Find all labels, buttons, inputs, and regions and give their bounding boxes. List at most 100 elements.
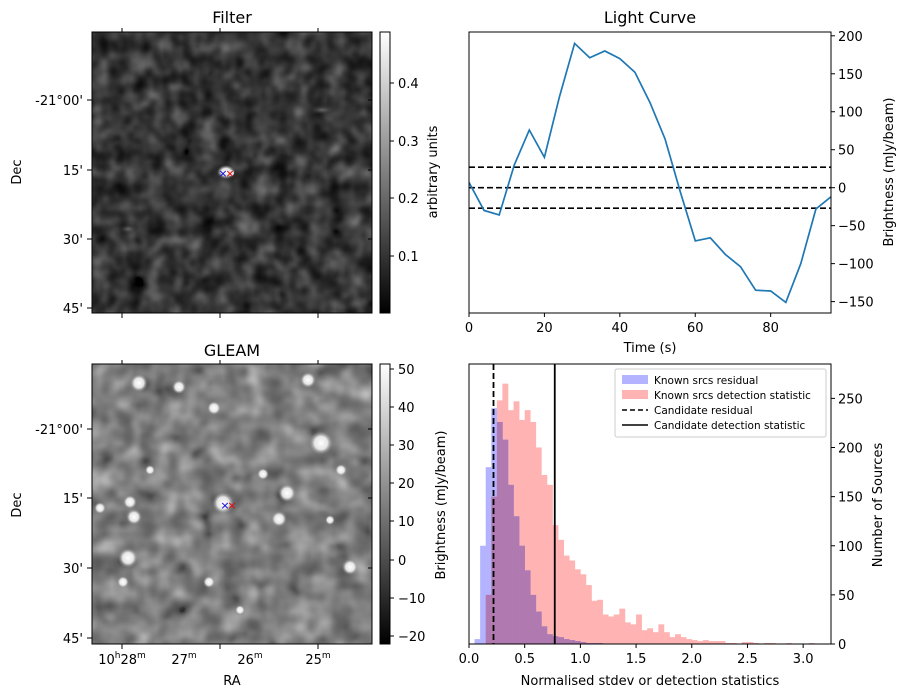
hist-bar-s1-32: [647, 628, 654, 644]
hist-xtick-5: 2.5: [737, 652, 758, 667]
gleam-xlabel: RA: [223, 674, 241, 689]
lc-ylabel: Brightness (mJy/beam): [882, 98, 897, 247]
hist-bar-s1-9: [519, 420, 525, 644]
hist-ytick-1: 200: [838, 442, 863, 457]
legend-label-candidate-residual: Candidate residual: [654, 405, 753, 417]
gleam-cb-tick-3: 20: [398, 477, 415, 492]
histogram-panel: 0.0 0.5 1.0 1.5 2.0 2.5 3.0 250 200 150 100 50 0 Nor…: [459, 363, 886, 689]
lc-frame: [468, 31, 832, 314]
gleam-cb-label: Brightness (mJy/beam): [434, 431, 449, 580]
hist-ytick-4: 50: [838, 589, 855, 604]
hist-bar-s1-50: [747, 642, 754, 644]
lc-ytick-4: 0: [838, 182, 846, 197]
legend-swatch-known-detection: [622, 390, 648, 399]
gleam-colorbar: 50 40 30 20 10 0 −10 −20 Brightness (mJy…: [379, 363, 449, 645]
gleam-cb-tick-1: 40: [398, 401, 415, 416]
gleam-ylabel: Dec: [10, 492, 25, 517]
hist-bar-s1-35: [663, 632, 670, 644]
lc-xtick-1: 20: [536, 321, 553, 336]
hist-overlap-18: [569, 640, 576, 644]
hist-bar-s1-27: [619, 608, 626, 644]
hist-xtick-3: 1.5: [626, 652, 647, 667]
hist-overlap-10: [524, 570, 531, 644]
hist-overlap-14: [546, 634, 553, 644]
hist-bar-s1-23: [597, 599, 603, 644]
hist-bar-s1-30: [636, 614, 642, 644]
gleam-image: [92, 364, 372, 644]
gleam-cb-tick-0: 50: [398, 363, 415, 378]
gleam-ra-tick-2: 26m: [237, 651, 262, 668]
gleam-cb-tick-2: 30: [398, 439, 415, 454]
lc-ytick-5: −50: [838, 220, 865, 235]
legend-label-known-detection: Known srcs detection statistic: [654, 390, 811, 402]
gleam-ra-tick-0: 10h28m: [98, 651, 146, 668]
svg-text:×: ×: [220, 499, 229, 512]
hist-bar-s1-39: [686, 639, 693, 644]
light-curve-panel: Light Curve 0 20 40 60 80 200 150 100 50 0 −50 −100…: [465, 8, 897, 356]
filter-dec-tick-2: 30': [63, 233, 83, 248]
hist-bar-s1-22: [591, 600, 598, 644]
lc-ytick-2: 100: [838, 106, 863, 121]
hist-overlap-3: [485, 594, 492, 644]
lc-series-line: [469, 41, 831, 304]
hist-bar-s1-24: [602, 614, 609, 644]
lc-ytick-7: −150: [838, 296, 874, 311]
hist-bar-s1-29: [630, 624, 637, 644]
legend-label-candidate-detection: Candidate detection statistic: [654, 420, 806, 432]
gleam-cb-tick-5: 0: [398, 554, 406, 569]
gleam-cb-tick-4: 10: [398, 515, 415, 530]
gleam-ra-tick-1: 27m: [171, 651, 196, 668]
hist-bar-s1-34: [658, 624, 665, 644]
hist-bar-s1-41: [697, 641, 704, 644]
hist-bar-s0-1: [474, 639, 481, 644]
hist-overlap-13: [541, 626, 548, 644]
hist-bar-s1-28: [624, 622, 631, 644]
hist-bar-s1-14: [546, 484, 553, 644]
gleam-ra-ticks: 10h28m 27m 26m 25m: [98, 360, 331, 668]
filter-panel: Filter × × -21°00' 15' 30' 45': [10, 8, 441, 318]
hist-bar-s1-16: [558, 539, 564, 644]
hist-ylabel: Number of Sources: [871, 443, 886, 568]
gleam-cb-tick-6: −10: [398, 592, 425, 607]
lc-title: Light Curve: [604, 8, 696, 27]
gleam-dec-ticks: -21°00' 15' 30' 45': [35, 423, 372, 647]
hist-xtick-1: 0.5: [514, 652, 535, 667]
filter-markers: × ×: [218, 167, 234, 180]
filter-image: [92, 32, 372, 313]
hist-bar-s1-42: [702, 640, 709, 644]
gleam-ra-tick-3: 25m: [305, 651, 330, 668]
filter-ra-ticks: [121, 28, 372, 318]
filter-dec-ticks: -21°00' 15' 30' 45': [35, 94, 92, 317]
hist-bar-s1-31: [641, 630, 648, 644]
filter-title: Filter: [212, 8, 252, 27]
hist-overlap-6: [502, 439, 509, 644]
lc-xlabel: Time (s): [623, 341, 677, 356]
lc-ytick-1: 150: [838, 68, 863, 83]
hist-bar-s1-12: [535, 447, 542, 644]
lc-xtick-3: 60: [687, 321, 704, 336]
gleam-dec-tick-2: 30': [63, 562, 83, 577]
hist-xlabel: Normalised stdev or detection statistics: [521, 674, 780, 689]
filter-cb-tick-3: 0.1: [398, 250, 419, 265]
hist-ytick-0: 250: [838, 392, 863, 407]
hist-bar-s1-49: [741, 642, 748, 644]
filter-cb-tick-0: 0.4: [398, 77, 419, 92]
hist-overlap-11: [530, 594, 537, 644]
hist-overlap-19: [574, 641, 581, 644]
hist-bar-s1-19: [574, 569, 581, 644]
legend-label-known-residual: Known srcs residual: [654, 375, 758, 387]
hist-bar-s1-20: [580, 574, 587, 644]
hist-xtick-4: 2.0: [681, 652, 702, 667]
hist-bar-s1-21: [585, 585, 592, 644]
hist-bar-s1-11: [530, 421, 537, 644]
hist-legend: Known srcs residual Known srcs detection…: [614, 368, 827, 438]
hist-bar-s1-10: [524, 410, 531, 644]
lc-ytick-6: −100: [838, 258, 874, 273]
gleam-panel: GLEAM: [10, 341, 449, 689]
gleam-dec-tick-3: 45': [63, 632, 83, 647]
hist-xtick-2: 1.0: [570, 652, 591, 667]
hist-bar-s1-38: [680, 637, 687, 644]
filter-ylabel: Dec: [10, 159, 25, 184]
hist-bar-s1-36: [669, 637, 676, 644]
